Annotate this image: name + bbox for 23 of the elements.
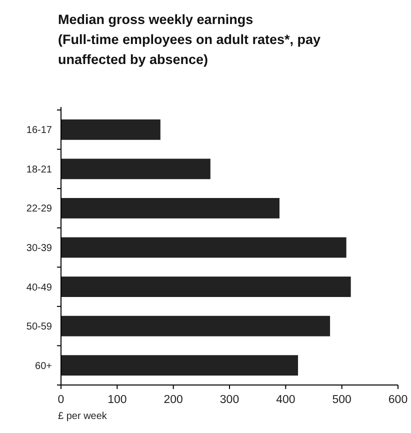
- bar: [61, 276, 351, 297]
- x-tick-label: 400: [276, 394, 296, 406]
- y-tick-label: 40-49: [26, 282, 52, 294]
- bar: [61, 158, 210, 180]
- x-tick-label: 300: [220, 394, 240, 406]
- y-tick-label: 16-17: [26, 125, 52, 136]
- x-tick-label: 0: [58, 394, 64, 406]
- bar: [61, 237, 346, 258]
- y-tick-label: 50-59: [26, 322, 52, 333]
- bar: [61, 198, 280, 218]
- x-tick-label: 500: [332, 394, 352, 406]
- y-tick-label: 18-21: [26, 164, 52, 176]
- bar: [61, 316, 330, 336]
- x-tick-label: 200: [164, 394, 183, 406]
- x-axis-title: £ per week: [58, 411, 108, 422]
- x-tick-label: 600: [388, 394, 408, 406]
- x-tick-label: 100: [108, 394, 127, 406]
- bar: [61, 119, 160, 140]
- bar: [61, 355, 298, 376]
- y-tick-label: 22-29: [26, 204, 52, 215]
- y-tick-label: 60+: [35, 360, 52, 372]
- chart-title: Median gross weekly earnings (Full-time employees on adult rates*, pay unaffected by absence): [58, 12, 322, 67]
- y-tick-label: 30-39: [26, 243, 52, 254]
